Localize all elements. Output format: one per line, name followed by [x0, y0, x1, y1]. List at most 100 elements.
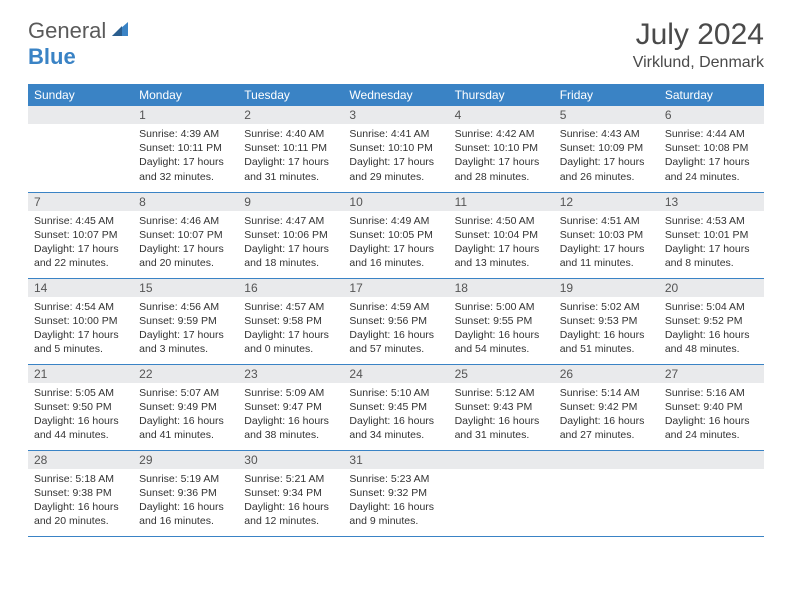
day-details: Sunrise: 4:53 AMSunset: 10:01 PMDaylight…: [659, 211, 764, 277]
daylight-text: Daylight: 16 hours and 34 minutes.: [349, 414, 442, 442]
day-details: [659, 469, 764, 478]
day-details: Sunrise: 4:41 AMSunset: 10:10 PMDaylight…: [343, 124, 448, 190]
sunrise-text: Sunrise: 4:53 AM: [665, 214, 758, 228]
calendar-day-cell: 20Sunrise: 5:04 AMSunset: 9:52 PMDayligh…: [659, 278, 764, 364]
sunset-text: Sunset: 9:50 PM: [34, 400, 127, 414]
daylight-text: Daylight: 16 hours and 27 minutes.: [560, 414, 653, 442]
calendar-table: Sunday Monday Tuesday Wednesday Thursday…: [28, 84, 764, 537]
calendar-week-row: 28Sunrise: 5:18 AMSunset: 9:38 PMDayligh…: [28, 450, 764, 536]
calendar-week-row: 1Sunrise: 4:39 AMSunset: 10:11 PMDayligh…: [28, 106, 764, 192]
daylight-text: Daylight: 17 hours and 31 minutes.: [244, 155, 337, 183]
calendar-day-cell: 3Sunrise: 4:41 AMSunset: 10:10 PMDayligh…: [343, 106, 448, 192]
calendar-day-cell: 23Sunrise: 5:09 AMSunset: 9:47 PMDayligh…: [238, 364, 343, 450]
sunrise-text: Sunrise: 4:49 AM: [349, 214, 442, 228]
daylight-text: Daylight: 17 hours and 0 minutes.: [244, 328, 337, 356]
brand-logo: General: [28, 18, 130, 44]
day-details: [449, 469, 554, 478]
day-number: 18: [449, 279, 554, 297]
weekday-header: Friday: [554, 84, 659, 106]
day-details: Sunrise: 4:59 AMSunset: 9:56 PMDaylight:…: [343, 297, 448, 363]
daylight-text: Daylight: 17 hours and 24 minutes.: [665, 155, 758, 183]
sunrise-text: Sunrise: 5:21 AM: [244, 472, 337, 486]
sunrise-text: Sunrise: 4:42 AM: [455, 127, 548, 141]
daylight-text: Daylight: 16 hours and 31 minutes.: [455, 414, 548, 442]
calendar-day-cell: 25Sunrise: 5:12 AMSunset: 9:43 PMDayligh…: [449, 364, 554, 450]
sunset-text: Sunset: 10:04 PM: [455, 228, 548, 242]
day-number: 21: [28, 365, 133, 383]
day-details: Sunrise: 5:16 AMSunset: 9:40 PMDaylight:…: [659, 383, 764, 449]
day-details: Sunrise: 5:14 AMSunset: 9:42 PMDaylight:…: [554, 383, 659, 449]
daylight-text: Daylight: 16 hours and 51 minutes.: [560, 328, 653, 356]
sunrise-text: Sunrise: 5:07 AM: [139, 386, 232, 400]
calendar-week-row: 7Sunrise: 4:45 AMSunset: 10:07 PMDayligh…: [28, 192, 764, 278]
day-details: Sunrise: 5:07 AMSunset: 9:49 PMDaylight:…: [133, 383, 238, 449]
calendar-body: 1Sunrise: 4:39 AMSunset: 10:11 PMDayligh…: [28, 106, 764, 536]
daylight-text: Daylight: 17 hours and 13 minutes.: [455, 242, 548, 270]
calendar-day-cell: 8Sunrise: 4:46 AMSunset: 10:07 PMDayligh…: [133, 192, 238, 278]
daylight-text: Daylight: 16 hours and 9 minutes.: [349, 500, 442, 528]
sunrise-text: Sunrise: 4:50 AM: [455, 214, 548, 228]
calendar-day-cell: 7Sunrise: 4:45 AMSunset: 10:07 PMDayligh…: [28, 192, 133, 278]
day-details: Sunrise: 4:40 AMSunset: 10:11 PMDaylight…: [238, 124, 343, 190]
day-details: Sunrise: 4:51 AMSunset: 10:03 PMDaylight…: [554, 211, 659, 277]
weekday-header-row: Sunday Monday Tuesday Wednesday Thursday…: [28, 84, 764, 106]
day-number: 3: [343, 106, 448, 124]
day-number: 17: [343, 279, 448, 297]
daylight-text: Daylight: 16 hours and 12 minutes.: [244, 500, 337, 528]
calendar-day-cell: 11Sunrise: 4:50 AMSunset: 10:04 PMDaylig…: [449, 192, 554, 278]
day-number: [659, 451, 764, 469]
page-header: General July 2024 Virklund, Denmark: [28, 18, 764, 72]
day-details: Sunrise: 5:21 AMSunset: 9:34 PMDaylight:…: [238, 469, 343, 535]
sail-icon: [110, 18, 130, 44]
daylight-text: Daylight: 16 hours and 16 minutes.: [139, 500, 232, 528]
calendar-day-cell: 28Sunrise: 5:18 AMSunset: 9:38 PMDayligh…: [28, 450, 133, 536]
day-number: 19: [554, 279, 659, 297]
day-details: Sunrise: 5:02 AMSunset: 9:53 PMDaylight:…: [554, 297, 659, 363]
day-details: Sunrise: 4:45 AMSunset: 10:07 PMDaylight…: [28, 211, 133, 277]
daylight-text: Daylight: 17 hours and 8 minutes.: [665, 242, 758, 270]
day-details: Sunrise: 4:39 AMSunset: 10:11 PMDaylight…: [133, 124, 238, 190]
day-details: Sunrise: 4:54 AMSunset: 10:00 PMDaylight…: [28, 297, 133, 363]
day-number: 16: [238, 279, 343, 297]
daylight-text: Daylight: 17 hours and 20 minutes.: [139, 242, 232, 270]
sunrise-text: Sunrise: 4:43 AM: [560, 127, 653, 141]
calendar-week-row: 21Sunrise: 5:05 AMSunset: 9:50 PMDayligh…: [28, 364, 764, 450]
day-details: Sunrise: 5:23 AMSunset: 9:32 PMDaylight:…: [343, 469, 448, 535]
weekday-header: Saturday: [659, 84, 764, 106]
day-details: Sunrise: 4:44 AMSunset: 10:08 PMDaylight…: [659, 124, 764, 190]
calendar-day-cell: 31Sunrise: 5:23 AMSunset: 9:32 PMDayligh…: [343, 450, 448, 536]
day-details: Sunrise: 4:49 AMSunset: 10:05 PMDaylight…: [343, 211, 448, 277]
day-number: 10: [343, 193, 448, 211]
sunset-text: Sunset: 9:38 PM: [34, 486, 127, 500]
day-details: Sunrise: 5:18 AMSunset: 9:38 PMDaylight:…: [28, 469, 133, 535]
day-number: [28, 106, 133, 124]
sunrise-text: Sunrise: 5:04 AM: [665, 300, 758, 314]
calendar-day-cell: 29Sunrise: 5:19 AMSunset: 9:36 PMDayligh…: [133, 450, 238, 536]
daylight-text: Daylight: 17 hours and 3 minutes.: [139, 328, 232, 356]
sunset-text: Sunset: 9:45 PM: [349, 400, 442, 414]
daylight-text: Daylight: 17 hours and 18 minutes.: [244, 242, 337, 270]
sunset-text: Sunset: 10:08 PM: [665, 141, 758, 155]
daylight-text: Daylight: 17 hours and 32 minutes.: [139, 155, 232, 183]
day-number: 29: [133, 451, 238, 469]
calendar-day-cell: 4Sunrise: 4:42 AMSunset: 10:10 PMDayligh…: [449, 106, 554, 192]
sunrise-text: Sunrise: 4:54 AM: [34, 300, 127, 314]
sunrise-text: Sunrise: 4:51 AM: [560, 214, 653, 228]
day-details: Sunrise: 4:46 AMSunset: 10:07 PMDaylight…: [133, 211, 238, 277]
calendar-day-cell: 15Sunrise: 4:56 AMSunset: 9:59 PMDayligh…: [133, 278, 238, 364]
day-number: 14: [28, 279, 133, 297]
sunrise-text: Sunrise: 4:56 AM: [139, 300, 232, 314]
day-number: 8: [133, 193, 238, 211]
calendar-day-cell: 24Sunrise: 5:10 AMSunset: 9:45 PMDayligh…: [343, 364, 448, 450]
daylight-text: Daylight: 16 hours and 24 minutes.: [665, 414, 758, 442]
day-number: 26: [554, 365, 659, 383]
sunrise-text: Sunrise: 4:46 AM: [139, 214, 232, 228]
sunset-text: Sunset: 9:43 PM: [455, 400, 548, 414]
daylight-text: Daylight: 17 hours and 16 minutes.: [349, 242, 442, 270]
sunrise-text: Sunrise: 4:59 AM: [349, 300, 442, 314]
day-number: 2: [238, 106, 343, 124]
sunset-text: Sunset: 10:10 PM: [455, 141, 548, 155]
daylight-text: Daylight: 16 hours and 54 minutes.: [455, 328, 548, 356]
sunrise-text: Sunrise: 5:23 AM: [349, 472, 442, 486]
calendar-day-cell: 5Sunrise: 4:43 AMSunset: 10:09 PMDayligh…: [554, 106, 659, 192]
